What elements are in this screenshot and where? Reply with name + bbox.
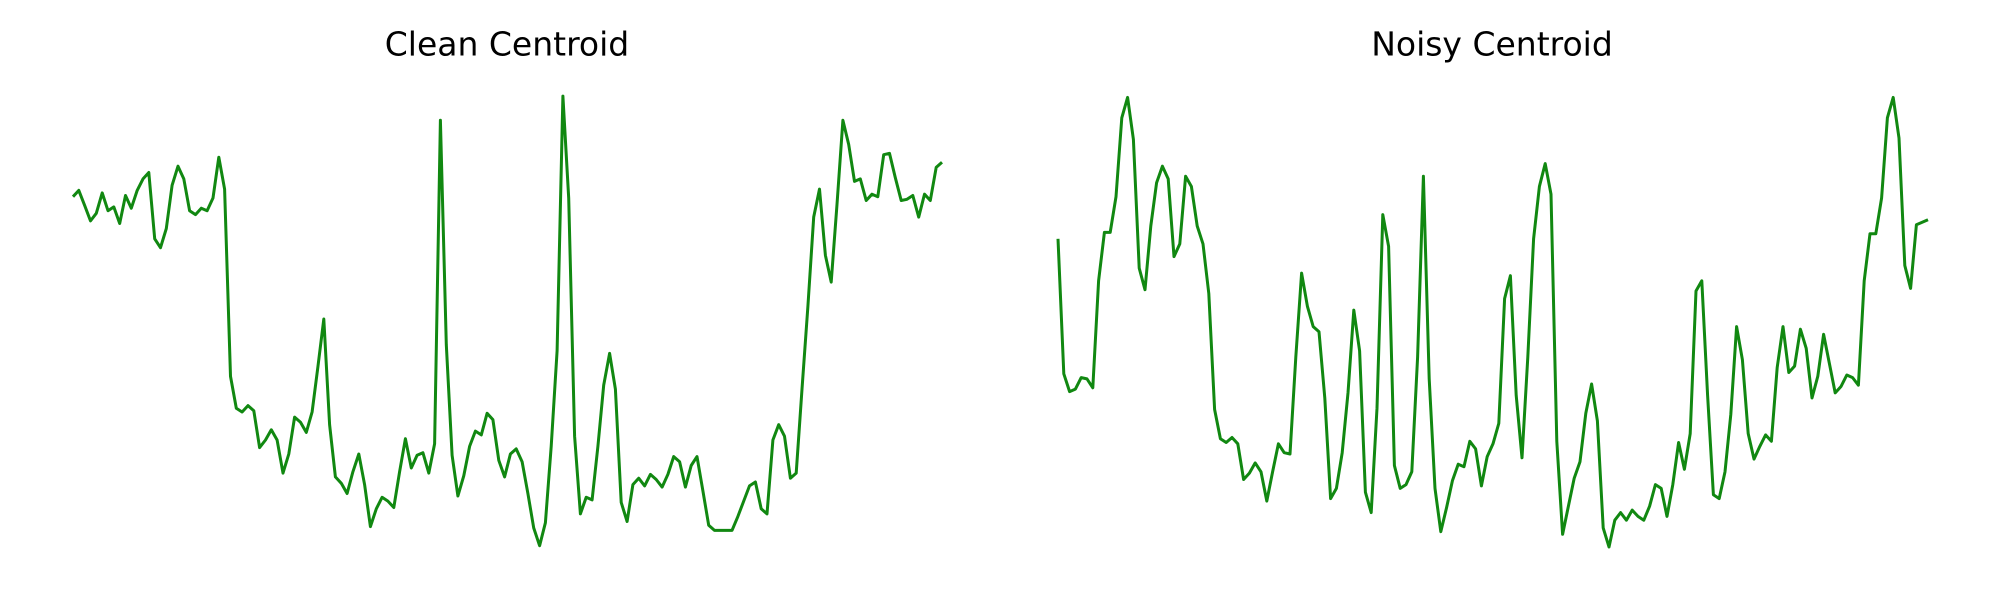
- line-series: [1056, 95, 1929, 549]
- chart-title: Clean Centroid: [385, 25, 630, 64]
- chart-title: Noisy Centroid: [1371, 25, 1613, 64]
- line-series: [71, 94, 943, 548]
